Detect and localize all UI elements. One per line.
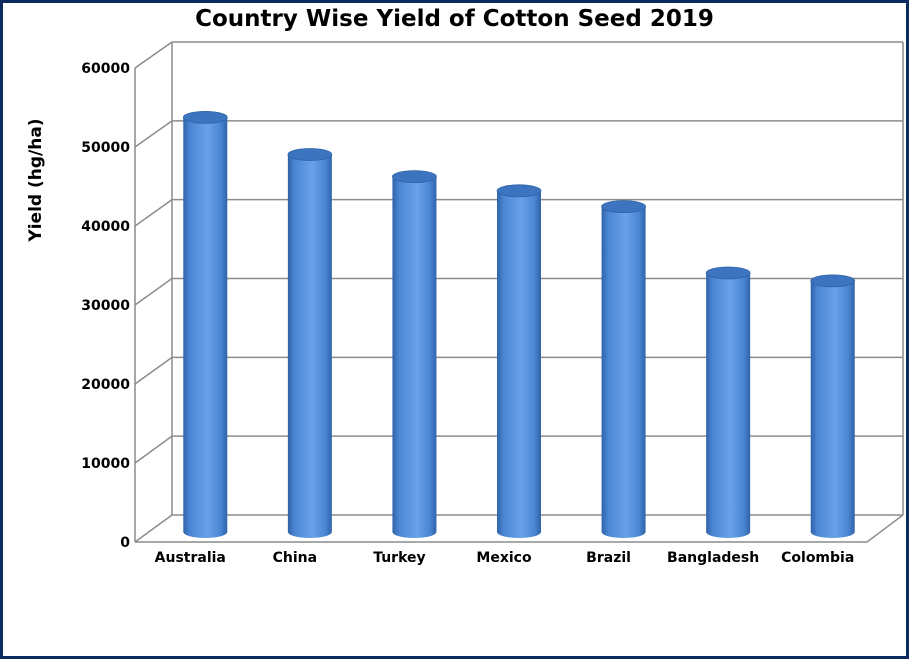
chart-title: Country Wise Yield of Cotton Seed 2019 [195, 6, 714, 32]
bar-body [601, 206, 646, 538]
x-tick-label: Mexico [476, 550, 532, 566]
bars-layer [182, 110, 856, 539]
x-tick-label: Turkey [373, 550, 425, 566]
bar [705, 266, 751, 538]
y-tick-label: 0 [120, 535, 130, 551]
y-tick-label: 60000 [81, 61, 130, 77]
gridline-side [134, 41, 173, 69]
y-tick-label: 50000 [81, 140, 130, 156]
bar-top [496, 184, 542, 198]
y-tick-label: 10000 [81, 456, 130, 472]
bar-body [183, 117, 228, 538]
x-tick-label: Brazil [586, 550, 631, 566]
bar-top [705, 266, 751, 280]
bar-top [601, 200, 646, 214]
gridline-side [134, 356, 173, 385]
bar-body [706, 272, 751, 538]
bar-top [182, 110, 228, 124]
x-tick-label: China [273, 550, 317, 566]
x-tick-label: Australia [155, 550, 226, 566]
gridline-side [134, 514, 173, 543]
bar-top [810, 274, 856, 288]
x-tick-label: Bangladesh [667, 550, 759, 566]
bar [601, 200, 646, 538]
y-tick-label: 30000 [81, 298, 130, 314]
floor-right-edge [866, 514, 904, 543]
bar-body [810, 280, 855, 538]
bar [182, 110, 228, 538]
gridline-side [134, 120, 173, 148]
x-tick-label: Colombia [781, 550, 854, 566]
labels-layer: 0 10000 20000 30000 40000 50000 60000 Australia… [81, 61, 854, 566]
y-tick-label: 20000 [81, 377, 130, 393]
bar [287, 148, 333, 539]
y-tick-label: 40000 [81, 219, 130, 235]
gridline-side [134, 435, 173, 464]
bar [392, 170, 437, 538]
gridline-side [134, 199, 173, 227]
bar-top [392, 170, 437, 184]
gridline-side [134, 277, 173, 306]
bar-body [497, 190, 541, 538]
bar-body [392, 176, 437, 538]
bar [810, 274, 856, 538]
bar [496, 184, 542, 538]
bar-top [287, 148, 333, 161]
bar-body [287, 154, 332, 539]
